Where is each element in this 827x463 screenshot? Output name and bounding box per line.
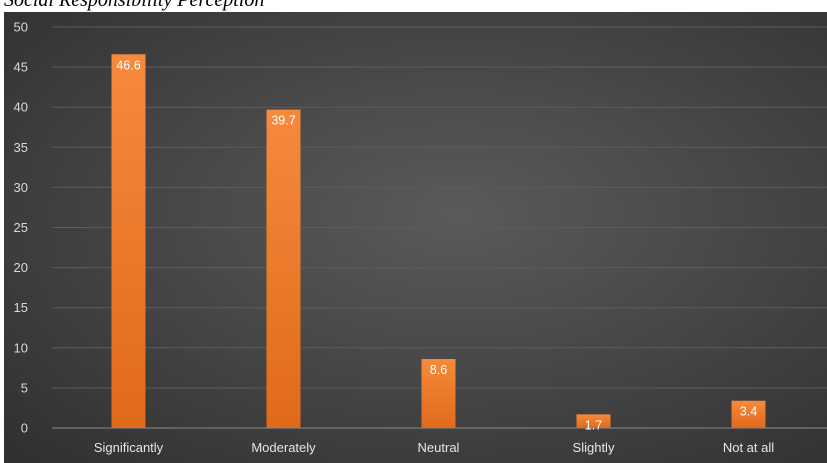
y-tick-label: 15: [14, 300, 28, 315]
y-tick-label: 35: [14, 140, 28, 155]
x-category-label: Neutral: [418, 440, 460, 455]
y-tick-label: 0: [21, 421, 28, 436]
data-label: 39.7: [271, 114, 295, 128]
y-tick-label: 20: [14, 260, 28, 275]
y-tick-label: 5: [21, 380, 28, 395]
x-category-label: Moderately: [251, 440, 316, 455]
bar: [111, 54, 146, 428]
y-tick-label: 25: [14, 220, 28, 235]
bar-chart: 0 5 10 15 20 25 30 35 40 45 50 46.6 39.7 8.6 1.7 3.4 S…: [14, 20, 827, 455]
y-tick-label: 40: [14, 100, 28, 115]
data-label: 3.4: [740, 405, 757, 419]
data-label: 1.7: [585, 418, 602, 432]
bar: [731, 400, 766, 428]
bar: [421, 359, 456, 428]
y-tick-label: 50: [14, 20, 28, 35]
chart-caption-text: Social Responsibility Perception: [4, 0, 265, 11]
y-tick-label: 10: [14, 340, 28, 355]
data-label: 8.6: [430, 363, 447, 377]
chart-area: 0 5 10 15 20 25 30 35 40 45 50 46.6 39.7 8.6 1.7 3.4 S…: [4, 12, 827, 463]
x-category-label: Not at all: [723, 440, 774, 455]
data-label: 46.6: [116, 58, 140, 72]
bar: [266, 109, 301, 428]
bar: [576, 414, 611, 428]
x-category-label: Slightly: [573, 440, 615, 455]
chart-caption: Social Responsibility Perception: [0, 0, 827, 12]
y-tick-label: 45: [14, 60, 28, 75]
x-category-label: Significantly: [94, 440, 164, 455]
y-tick-label: 30: [14, 180, 28, 195]
